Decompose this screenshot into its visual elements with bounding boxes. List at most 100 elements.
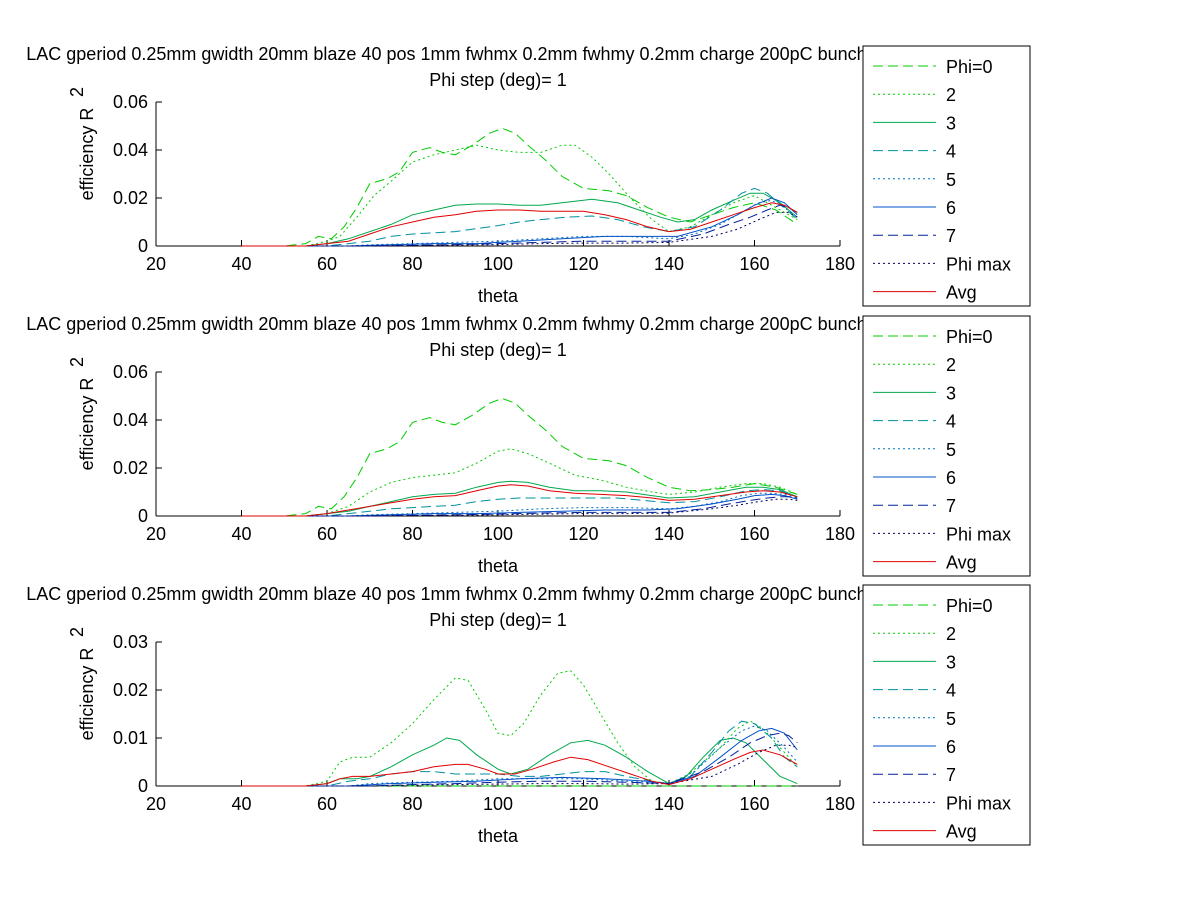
series-line <box>241 725 798 787</box>
subplot-1: LAC gperiod 0.25mm gwidth 20mm blaze 40 … <box>26 44 969 306</box>
series-line <box>241 496 798 517</box>
x-tick-label: 60 <box>317 254 337 274</box>
chart-title: LAC gperiod 0.25mm gwidth 20mm blaze 40 … <box>26 584 969 604</box>
legend-box <box>862 315 1031 577</box>
chart-subtitle: Phi step (deg)= 1 <box>429 610 567 630</box>
series-line <box>241 204 798 247</box>
y-tick-label: 0 <box>138 776 148 796</box>
y-tick-label: 0.02 <box>113 458 148 478</box>
series-line <box>241 202 798 247</box>
x-tick-label: 20 <box>146 254 166 274</box>
legend-label: 7 <box>946 765 956 785</box>
x-tick-label: 20 <box>146 794 166 814</box>
legend-label: Avg <box>946 553 977 573</box>
legend-label: 6 <box>946 737 956 757</box>
x-tick-label: 120 <box>568 794 598 814</box>
legend-label: Phi max <box>946 524 1011 544</box>
series-line <box>241 492 798 517</box>
chart-title: LAC gperiod 0.25mm gwidth 20mm blaze 40 … <box>26 314 969 334</box>
x-tick-label: 140 <box>654 794 684 814</box>
legend-label: Avg <box>946 283 977 303</box>
x-tick-label: 180 <box>825 524 855 544</box>
legend-label: Phi=0 <box>946 57 993 77</box>
legend-label: Phi=0 <box>946 327 993 347</box>
series-line <box>241 211 798 247</box>
series-line <box>241 144 798 247</box>
series-line <box>241 744 798 787</box>
legend-label: Phi=0 <box>946 596 993 616</box>
y-axis-label-group: efficiency R 2 <box>67 357 97 470</box>
legend-label: 3 <box>946 113 956 133</box>
legend-label: 2 <box>946 355 956 375</box>
x-tick-label: 160 <box>739 794 769 814</box>
series-line <box>241 127 798 247</box>
y-tick-label: 0.02 <box>113 680 148 700</box>
x-axis-label: theta <box>478 826 519 846</box>
x-tick-label: 80 <box>402 524 422 544</box>
x-tick-label: 180 <box>825 794 855 814</box>
x-tick-label: 140 <box>654 254 684 274</box>
x-tick-label: 80 <box>402 794 422 814</box>
series-line <box>241 493 798 517</box>
x-axis-label: theta <box>478 556 519 576</box>
legend-label: 4 <box>946 681 956 701</box>
legend: Phi=0 2 3 4 5 6 7 Phi max Avg <box>862 584 1031 846</box>
y-axis-label-superscript: 2 <box>67 627 87 637</box>
subplot-2: LAC gperiod 0.25mm gwidth 20mm blaze 40 … <box>26 314 969 576</box>
series-line <box>241 670 798 787</box>
legend: Phi=0 2 3 4 5 6 7 Phi max Avg <box>862 315 1031 577</box>
legend-label: 3 <box>946 652 956 672</box>
legend-label: 6 <box>946 198 956 218</box>
chart-subtitle: Phi step (deg)= 1 <box>429 70 567 90</box>
series-line <box>241 489 798 517</box>
x-tick-label: 160 <box>739 524 769 544</box>
series-line <box>241 727 798 787</box>
legend-label: 5 <box>946 170 956 190</box>
y-tick-label: 0 <box>138 506 148 526</box>
series-line <box>241 732 798 787</box>
y-axis-label-superscript: 2 <box>67 87 87 97</box>
y-tick-label: 0.06 <box>113 92 148 112</box>
legend-label: 3 <box>946 383 956 403</box>
y-tick-label: 0.04 <box>113 140 148 160</box>
legend-label: 5 <box>946 709 956 729</box>
series-line <box>241 749 798 787</box>
x-tick-label: 100 <box>483 254 513 274</box>
legend-label: 2 <box>946 85 956 105</box>
series-line <box>241 199 798 247</box>
x-tick-label: 180 <box>825 254 855 274</box>
legend-label: 7 <box>946 226 956 246</box>
series-line <box>241 187 798 247</box>
series-line <box>241 448 798 517</box>
legend-box <box>862 45 1031 307</box>
series-line <box>241 197 798 247</box>
legend-box <box>862 584 1031 846</box>
x-tick-label: 140 <box>654 524 684 544</box>
y-tick-label: 0.03 <box>113 632 148 652</box>
x-tick-label: 20 <box>146 524 166 544</box>
y-tick-label: 0.02 <box>113 188 148 208</box>
legend-label: Phi max <box>946 793 1011 813</box>
y-axis-label-group: efficiency R 2 <box>67 627 97 740</box>
legend-label: 7 <box>946 496 956 516</box>
y-axis-label: efficiency R <box>77 648 97 741</box>
legend: Phi=0 2 3 4 5 6 7 Phi max Avg <box>862 45 1031 307</box>
x-tick-label: 60 <box>317 794 337 814</box>
chart-subtitle: Phi step (deg)= 1 <box>429 340 567 360</box>
legend-label: 6 <box>946 468 956 488</box>
legend-label: 2 <box>946 624 956 644</box>
x-tick-label: 120 <box>568 524 598 544</box>
y-tick-label: 0.04 <box>113 410 148 430</box>
x-tick-label: 40 <box>231 254 251 274</box>
subplot-3: LAC gperiod 0.25mm gwidth 20mm blaze 40 … <box>26 584 969 846</box>
y-tick-label: 0.06 <box>113 362 148 382</box>
y-axis-label: efficiency R <box>77 378 97 471</box>
y-tick-label: 0 <box>138 236 148 256</box>
x-tick-label: 60 <box>317 524 337 544</box>
chart-title: LAC gperiod 0.25mm gwidth 20mm blaze 40 … <box>26 44 969 64</box>
x-axis-label: theta <box>478 286 519 306</box>
legend-label: 4 <box>946 142 956 162</box>
series-line <box>241 498 798 517</box>
series-line <box>241 480 798 517</box>
